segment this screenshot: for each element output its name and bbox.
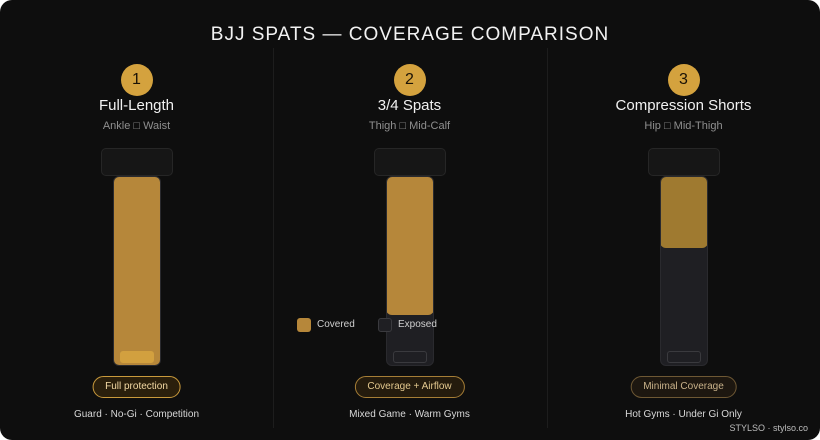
waistband [100,148,173,176]
leg-silhouette [659,176,708,366]
coverage-pill: Full protection [92,376,181,398]
column-compression-shorts: 3 Compression Shorts Hip □ Mid-Thigh Min… [547,0,820,440]
legend-label: Exposed [398,319,437,330]
waistband [647,148,720,176]
covered-fill [386,177,433,315]
coverage-range: Hip □ Mid-Thigh [644,120,723,132]
coverage-range: Thigh □ Mid-Calf [368,120,451,132]
garment-name: Full-Length [98,97,175,114]
step-badge: 1 [120,64,153,96]
leg-silhouette [385,176,434,366]
coverage-range: Ankle □ Waist [102,120,171,132]
column-three-quarter: 2 3/4 Spats Thigh □ Mid-Calf Coverage + … [273,0,546,440]
coverage-pill: Minimal Coverage [630,376,737,398]
leg-silhouette [112,176,161,366]
covered-fill [660,177,707,248]
use-cases: Hot Gyms · Under Gi Only [625,409,742,420]
waistband [373,148,446,176]
ankle-cuff [392,351,427,363]
covered-swatch [297,318,311,332]
diagram-title: BJJ SPATS — COVERAGE COMPARISON [210,24,610,45]
use-cases: Mixed Game · Warm Gyms [349,409,470,420]
ankle-cuff [666,351,701,363]
legend-label: Covered [317,319,355,330]
column-full-length: 1 Full-Length Ankle □ Waist Full protect… [0,0,273,440]
brand-credit: STYLSO · stylso.co [729,423,808,433]
exposed-swatch [378,318,392,332]
covered-fill [113,177,160,365]
step-badge: 3 [667,64,700,96]
coverage-pill: Coverage + Airflow [354,376,465,398]
garment-name: 3/4 Spats [377,97,442,114]
ankle-cuff [119,351,154,363]
use-cases: Guard · No-Gi · Competition [73,409,200,420]
step-badge: 2 [393,64,426,96]
column-divider [273,48,274,428]
column-divider [547,48,548,428]
garment-name: Compression Shorts [615,97,752,114]
